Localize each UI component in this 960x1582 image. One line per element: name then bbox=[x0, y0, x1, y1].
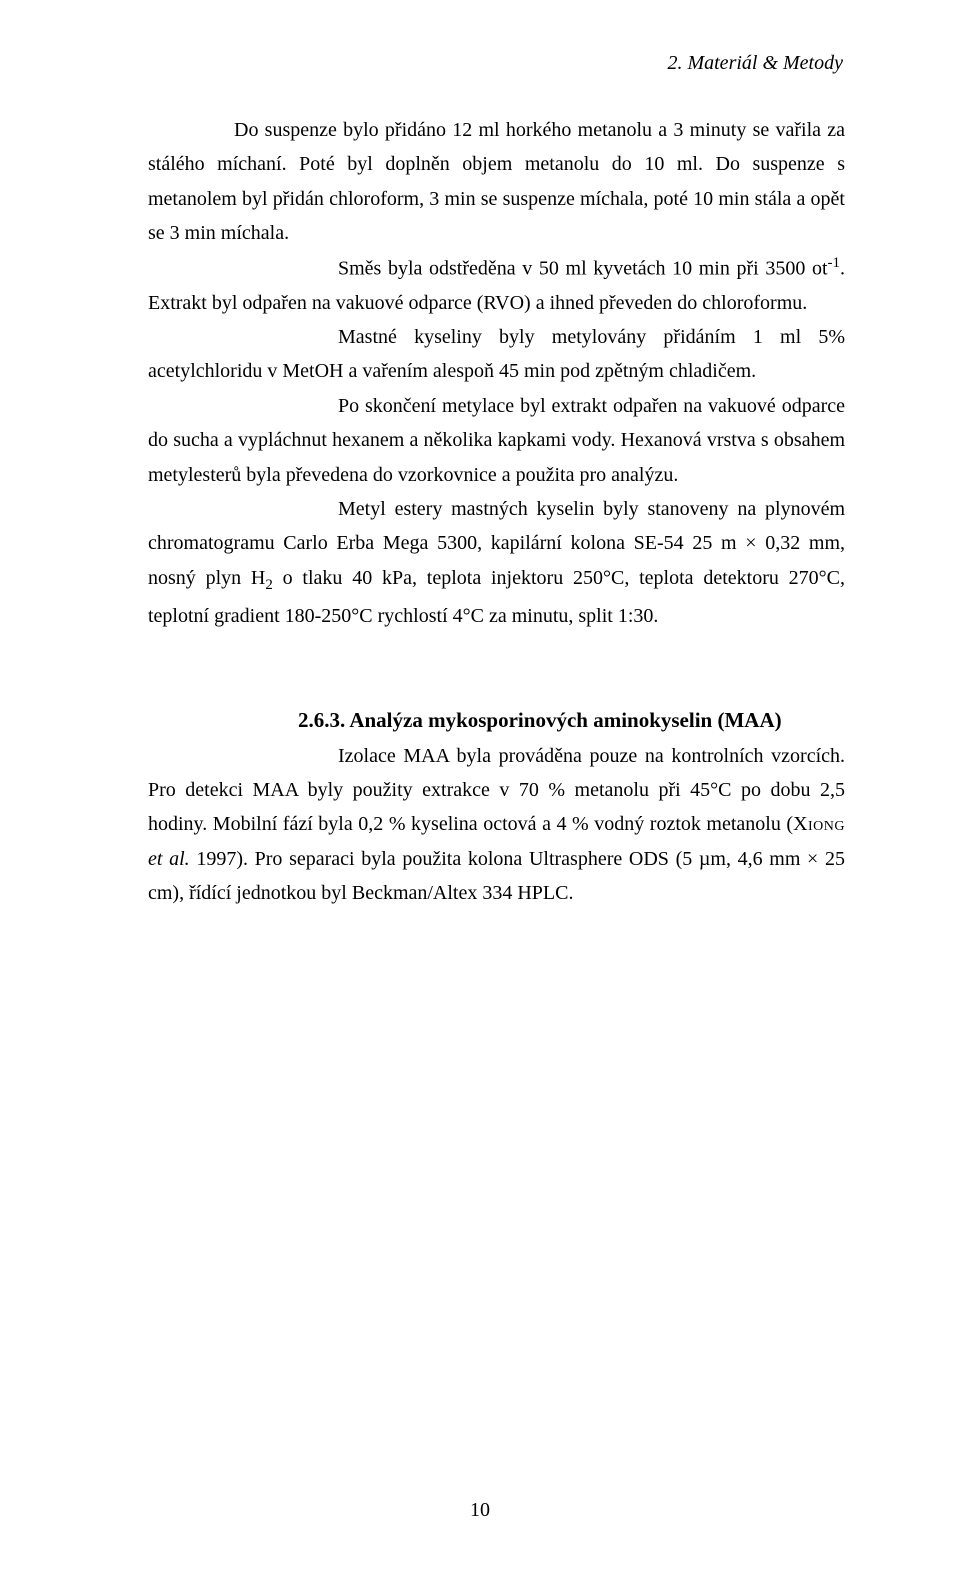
superscript-neg1: -1 bbox=[828, 255, 841, 271]
section-p1c-text: 1997). Pro separaci byla použita kolona … bbox=[148, 848, 845, 904]
paragraph-2a-text: Směs byla odstředěna v 50 ml kyvetách 10… bbox=[338, 257, 828, 279]
section-heading: 2.6.3. Analýza mykosporinových aminokyse… bbox=[148, 703, 845, 739]
section-paragraph: Izolace MAA byla prováděna pouze na kont… bbox=[148, 739, 845, 911]
page-header: 2. Materiál & Metody bbox=[148, 52, 845, 75]
paragraph-4: Po skončení metylace byl extrakt odpařen… bbox=[148, 389, 845, 492]
body-text: Do suspenze bylo přidáno 12 ml horkého m… bbox=[148, 113, 845, 911]
paragraph-3: Mastné kyseliny byly metylovány přidáním… bbox=[148, 320, 845, 389]
section-p1a-text: Izolace MAA byla prováděna pouze na kont… bbox=[148, 745, 845, 836]
paragraph-5: Metyl estery mastných kyselin byly stano… bbox=[148, 492, 845, 633]
paragraph-2: Směs byla odstředěna v 50 ml kyvetách 10… bbox=[148, 251, 845, 320]
header-text: 2. Materiál & Metody bbox=[667, 52, 843, 74]
section-heading-text: 2.6.3. Analýza mykosporinových aminokyse… bbox=[298, 708, 782, 732]
paragraph-1-text: Do suspenze bylo přidáno 12 ml horkého m… bbox=[148, 119, 845, 244]
paragraph-4-text: Po skončení metylace byl extrakt odpařen… bbox=[148, 395, 845, 486]
citation-etal: et al. bbox=[148, 848, 190, 870]
page-number: 10 bbox=[0, 1499, 960, 1522]
paragraph-3-text: Mastné kyseliny byly metylovány přidáním… bbox=[148, 326, 845, 382]
document-page: 2. Materiál & Metody Do suspenze bylo př… bbox=[0, 0, 960, 1582]
subscript-2: 2 bbox=[265, 577, 273, 593]
page-number-text: 10 bbox=[470, 1499, 490, 1521]
paragraph-1: Do suspenze bylo přidáno 12 ml horkého m… bbox=[148, 113, 845, 251]
citation-author: Xiong bbox=[793, 813, 845, 835]
